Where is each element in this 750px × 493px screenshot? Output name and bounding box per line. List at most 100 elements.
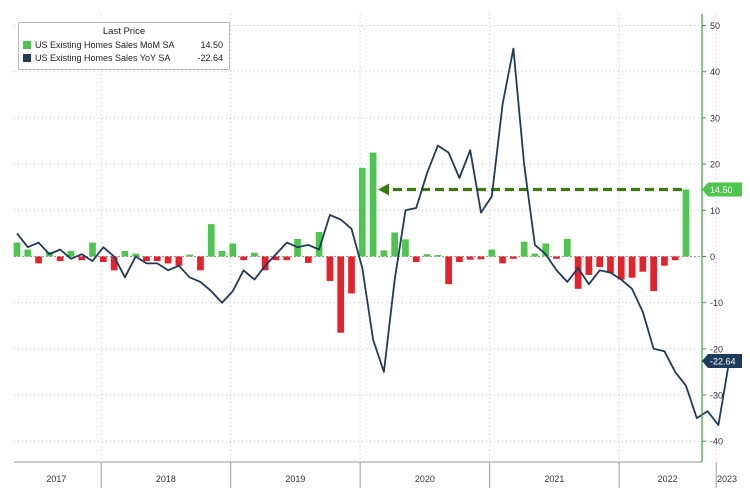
mom-bar: [283, 256, 291, 261]
yoy-last-value-tag-label: -22.64: [710, 357, 736, 367]
mom-bar: [391, 232, 399, 257]
mom-bar: [99, 256, 107, 263]
x-year-label: 2018: [156, 474, 176, 484]
mom-bar: [466, 256, 474, 260]
mom-bar: [13, 242, 21, 257]
mom-bar: [153, 256, 161, 262]
y-tick-label: 30: [710, 113, 720, 123]
legend-value-yoy: -22.64: [197, 53, 223, 63]
mom-bar: [412, 256, 420, 263]
x-year-label: 2017: [46, 474, 66, 484]
legend-item-yoy: US Existing Homes Sales YoY SA -22.64: [23, 52, 223, 64]
mom-bar: [251, 252, 258, 257]
x-year-label: 2023: [717, 474, 737, 484]
mom-bar: [143, 256, 150, 262]
mom-bar: [531, 253, 539, 257]
mom-bar: [596, 256, 604, 268]
x-year-label: 2019: [285, 474, 305, 484]
mom-bar: [67, 250, 75, 257]
y-tick-label: 50: [710, 21, 720, 31]
mom-bar: [488, 249, 496, 257]
mom-bar: [542, 243, 550, 257]
mom-bar: [348, 256, 355, 294]
mom-bar: [434, 255, 442, 257]
yoy-line: [16, 47, 731, 427]
mom-bar: [218, 250, 226, 257]
legend-label-mom: US Existing Homes Sales MoM SA: [35, 40, 175, 50]
mom-bar: [326, 256, 334, 281]
mom-bar: [563, 238, 571, 257]
mom-bar: [617, 256, 625, 280]
mom-bar: [477, 256, 485, 260]
y-tick-label: 40: [710, 67, 720, 77]
legend-value-mom: 14.50: [200, 40, 223, 50]
mom-bar: [337, 256, 345, 333]
x-year-label: 2020: [415, 474, 435, 484]
mom-bar: [661, 256, 668, 266]
mom-bar: [186, 254, 193, 257]
mom-bar: [229, 243, 237, 257]
legend-swatch-mom: [23, 41, 31, 49]
x-year-label: 2021: [544, 474, 564, 484]
mom-bar: [553, 256, 560, 259]
mom-bar: [445, 256, 452, 285]
y-tick-label: 0: [710, 252, 715, 262]
mom-bar: [315, 231, 323, 257]
mom-bar: [671, 256, 679, 261]
y-tick-label: -30: [710, 391, 723, 401]
mom-bar: [510, 256, 517, 259]
mom-bar: [380, 250, 388, 257]
legend: Last Price US Existing Homes Sales MoM S…: [18, 22, 230, 70]
mom-bar: [89, 242, 96, 257]
mom-bar: [78, 256, 86, 261]
mom-bar: [304, 256, 312, 263]
legend-swatch-yoy: [23, 54, 31, 62]
y-tick-label: 10: [710, 206, 720, 216]
arrow-head: [378, 183, 390, 196]
mom-bar: [628, 256, 636, 278]
x-year-label: 2022: [658, 474, 678, 484]
mom-bar: [585, 256, 593, 275]
mom-bar: [261, 256, 269, 271]
mom-bar: [607, 256, 614, 274]
mom-bar: [456, 256, 463, 263]
mom-bar: [682, 189, 690, 257]
mom-bar: [369, 152, 377, 257]
x-axis: 2017 2018 2019 2020 2021 2022 2023: [14, 461, 737, 488]
mom-bar: [358, 167, 366, 257]
y-tick-label: 20: [710, 160, 720, 170]
mom-bar: [175, 256, 183, 266]
legend-label-yoy: US Existing Homes Sales YoY SA: [35, 53, 171, 63]
mom-bar: [56, 256, 64, 262]
mom-bar: [650, 256, 657, 292]
mom-bar: [121, 250, 129, 257]
mom-bar: [272, 256, 280, 261]
y-tick-label: -40: [710, 437, 723, 447]
mom-last-value-tag: [702, 182, 742, 197]
legend-item-mom: US Existing Homes Sales MoM SA 14.50: [23, 39, 223, 51]
y-tick-label: -20: [710, 344, 723, 354]
mom-bar: [110, 256, 118, 271]
legend-title: Last Price: [102, 26, 146, 37]
mom-bar: [164, 256, 172, 264]
mom-bar: [402, 239, 409, 257]
mom-bar: [24, 249, 32, 257]
y-tick-label: -10: [710, 298, 723, 308]
mom-bar: [520, 241, 528, 257]
mom-bars: [13, 152, 690, 333]
yoy-last-value-tag: [702, 354, 742, 369]
mom-bar: [35, 256, 42, 264]
mom-bar: [574, 256, 582, 289]
y-axis: 50 40 30 20 10 0 -10 -20 -30 -40 14.50 -22.64: [701, 14, 742, 462]
mom-bar: [207, 224, 215, 257]
yoy-line-group: [16, 47, 731, 427]
mom-bar: [639, 256, 647, 272]
mom-bar: [499, 256, 506, 264]
mom-bar: [132, 253, 140, 257]
mom-bar: [240, 256, 247, 261]
mom-bar: [197, 256, 204, 271]
mom-bar: [423, 254, 431, 257]
arrow-annotation: [378, 183, 682, 196]
mom-last-value-tag-label: 14.50: [710, 185, 733, 195]
